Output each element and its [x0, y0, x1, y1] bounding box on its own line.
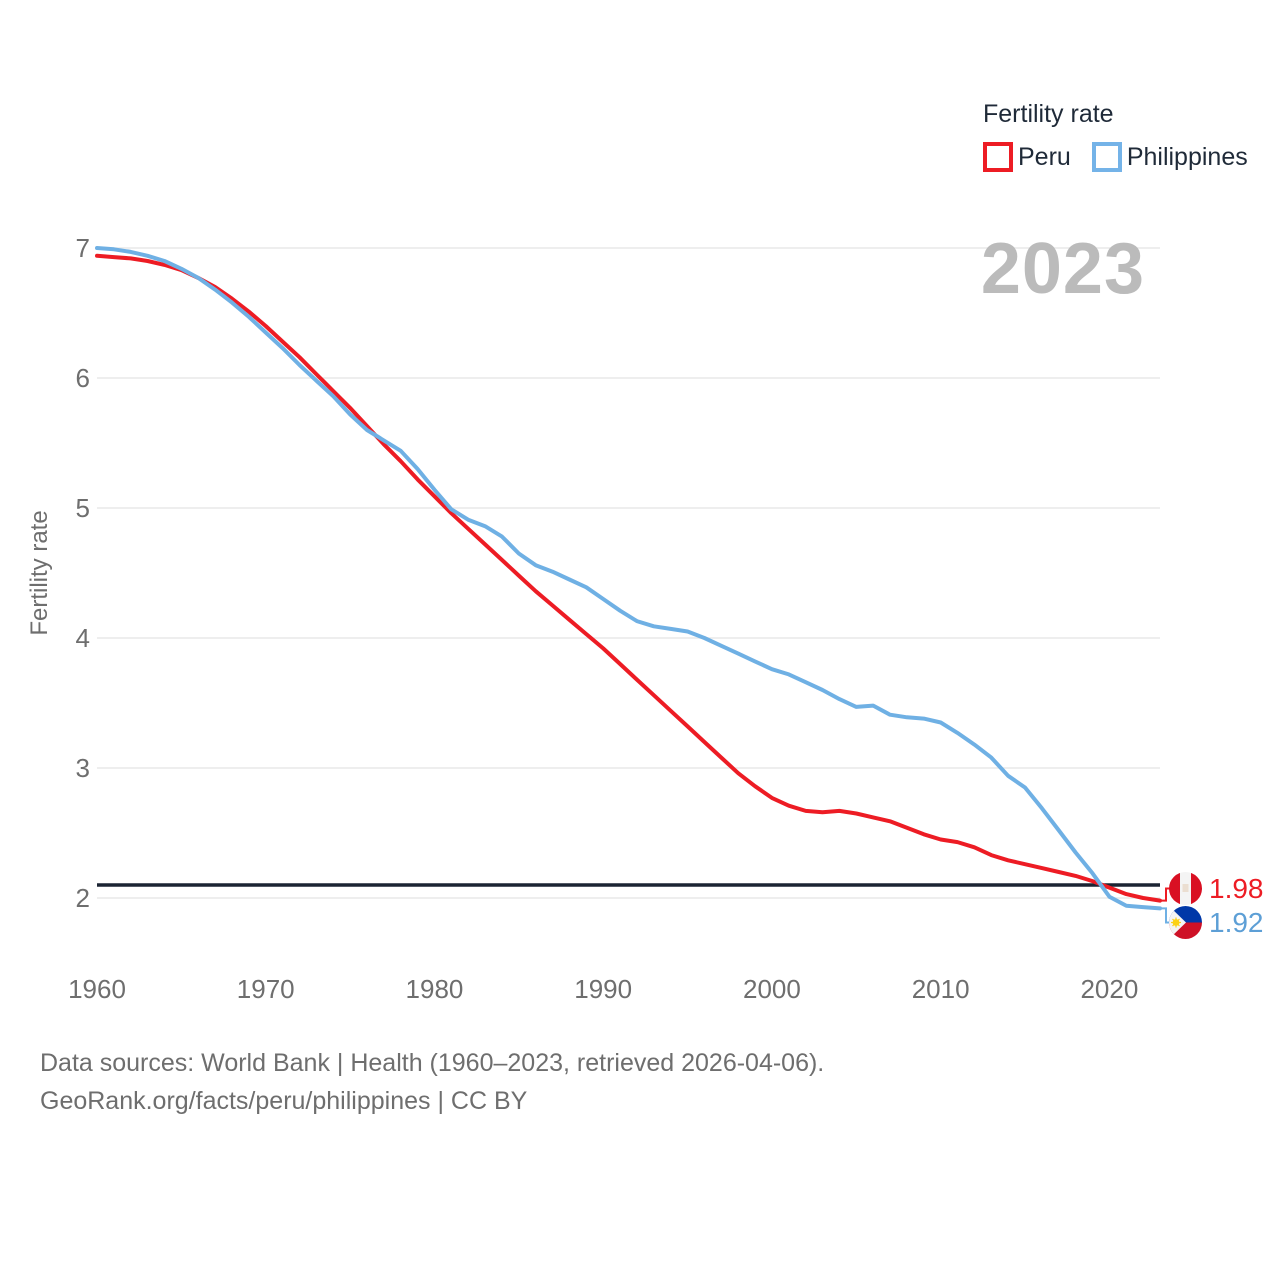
source-attribution: Data sources: World Bank | Health (1960–… [40, 1044, 824, 1120]
legend-items: Peru Philippines [983, 142, 1248, 172]
philippines-end-value: 1.92 [1209, 906, 1264, 938]
source-line-2: GeoRank.org/facts/peru/philippines | CC … [40, 1087, 528, 1115]
x-tick-label-1980: 1980 [406, 974, 464, 1004]
legend-title: Fertility rate [983, 100, 1114, 128]
y-tick-label-3: 3 [76, 753, 90, 783]
x-tick-label-2020: 2020 [1080, 974, 1138, 1004]
peru-end-value: 1.98 [1209, 872, 1264, 904]
label-connector-philippines [1160, 907, 1170, 924]
source-line-1: Data sources: World Bank | Health (1960–… [40, 1049, 825, 1077]
series-line-peru[interactable] [95, 253, 1162, 903]
peru-swatch-icon [983, 142, 1013, 172]
x-tick-label-2000: 2000 [743, 974, 801, 1004]
legend: Fertility rate Peru Philippines [983, 100, 1248, 172]
y-tick-label-6: 6 [76, 363, 90, 393]
philippines-swatch-icon [1091, 142, 1122, 172]
series-line-philippines[interactable] [95, 246, 1162, 911]
y-tick-label-2: 2 [76, 883, 90, 913]
peru-flag-icon [1169, 872, 1202, 905]
legend-item-peru[interactable]: Peru [983, 142, 1071, 172]
y-tick-label-7: 7 [76, 233, 90, 263]
year-watermark: 2023 [980, 229, 1145, 309]
y-tick-label-5: 5 [76, 493, 90, 523]
y-axis-title: Fertility rate [26, 510, 53, 635]
x-tick-label-1970: 1970 [237, 974, 295, 1004]
philippines-flag-icon [1169, 906, 1202, 939]
legend-label-peru: Peru [1018, 142, 1071, 171]
legend-item-philippines[interactable]: Philippines [1091, 142, 1248, 172]
y-tick-label-4: 4 [76, 623, 90, 653]
end-label-peru: 1.98 [1169, 872, 1264, 905]
label-connector-peru [1160, 887, 1170, 902]
x-tick-label-1960: 1960 [68, 974, 126, 1004]
x-tick-label-1990: 1990 [574, 974, 632, 1004]
end-label-philippines: 1.92 [1169, 906, 1264, 939]
x-tick-label-2010: 2010 [912, 974, 970, 1004]
legend-label-philippines: Philippines [1126, 142, 1248, 171]
